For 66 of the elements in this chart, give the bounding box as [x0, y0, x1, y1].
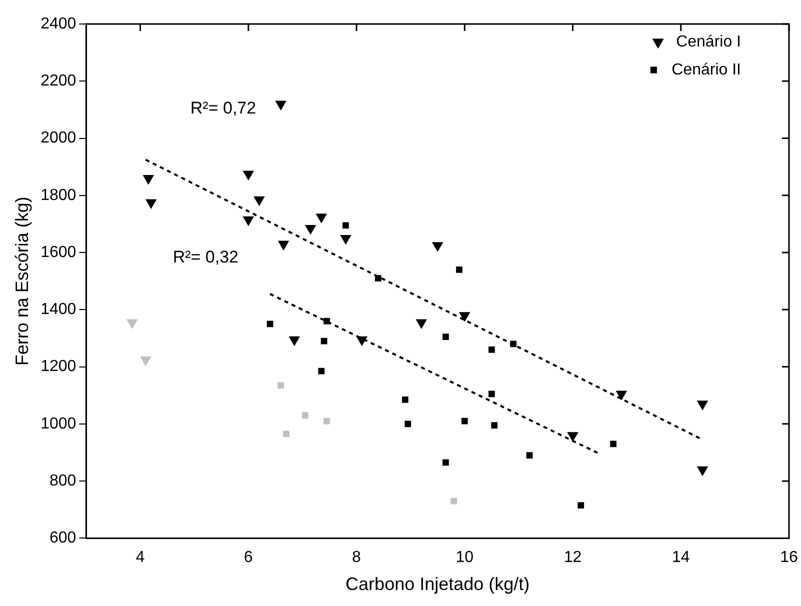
point [404, 420, 412, 428]
point [302, 412, 308, 419]
annotation: R²= 0,32 [172, 248, 239, 267]
point [275, 100, 286, 110]
point [140, 356, 152, 366]
point [696, 400, 708, 410]
point [254, 196, 265, 206]
point [126, 319, 138, 330]
y-axis-title: Ferro na Escória (kg) [12, 196, 32, 366]
x-tick-label: 6 [244, 549, 253, 566]
point [578, 502, 584, 509]
point [278, 240, 290, 250]
point [374, 275, 382, 282]
point [320, 338, 328, 344]
x-tick-label: 10 [456, 549, 474, 566]
point [288, 336, 300, 346]
y-tick-label: 1800 [40, 186, 76, 204]
point [488, 390, 495, 398]
y-tick-label: 2000 [40, 130, 76, 147]
point [242, 170, 254, 180]
x-tick-label: 14 [672, 549, 690, 566]
point [316, 214, 327, 224]
point [616, 390, 628, 400]
y-tick-label: 2200 [40, 72, 76, 90]
y-tick-label: 2400 [40, 15, 76, 32]
point [356, 336, 368, 346]
legend-label: Cenário II [672, 61, 742, 78]
y-tick-label: 800 [49, 472, 76, 490]
point [416, 319, 428, 330]
point [145, 199, 157, 210]
x-tick-label: 8 [352, 549, 362, 566]
y-tick-label: 1600 [40, 244, 76, 261]
point [432, 242, 444, 252]
legend-label: Cenário I [676, 33, 741, 50]
point [402, 396, 408, 403]
point [610, 440, 616, 448]
point [142, 175, 154, 185]
point [318, 368, 325, 374]
point [488, 346, 495, 353]
point [342, 222, 349, 229]
point [456, 266, 462, 273]
point [491, 422, 498, 429]
x-tick-label: 12 [564, 549, 582, 566]
point [340, 235, 352, 245]
y-tick-label: 1400 [40, 301, 76, 318]
x-axis-title: Carbono Injetado (kg/t) [346, 574, 530, 594]
point [567, 432, 578, 442]
point [442, 334, 449, 340]
point [242, 216, 254, 226]
point [459, 312, 470, 322]
x-tick-label: 16 [780, 549, 798, 566]
point [324, 418, 330, 424]
point [510, 340, 516, 348]
y-tick-label: 600 [49, 530, 76, 547]
point [324, 318, 330, 324]
point [450, 498, 457, 504]
point [283, 430, 290, 438]
point [304, 225, 316, 235]
point [442, 459, 449, 466]
y-tick-label: 1000 [40, 415, 76, 432]
y-tick-label: 1200 [40, 358, 76, 376]
point [278, 382, 284, 389]
x-tick-label: 4 [136, 549, 145, 566]
point [461, 418, 468, 424]
point [526, 452, 533, 459]
annotation: R²= 0,72 [190, 98, 256, 118]
